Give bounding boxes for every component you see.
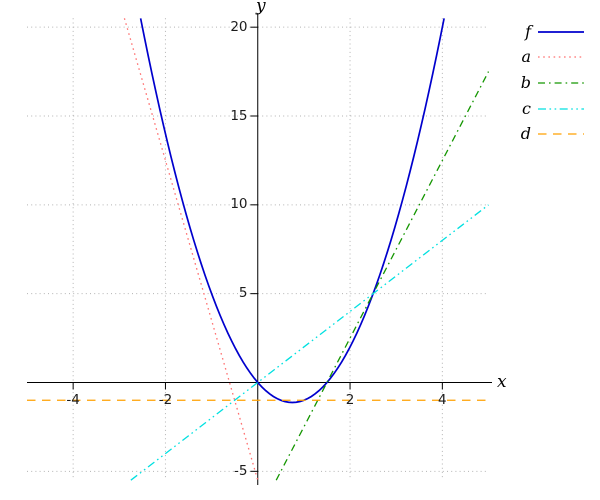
legend-label-f: f: [525, 21, 531, 41]
legend-label-d: d: [520, 124, 531, 144]
y-tick-label: 5: [238, 285, 248, 302]
y-tick-label: 15: [230, 107, 248, 124]
legend-label-b: b: [520, 72, 531, 92]
series-b-line: [275, 71, 490, 481]
legend-label-c: c: [522, 98, 531, 118]
legend-item-b: b: [512, 70, 584, 96]
legend-sample-b: [538, 82, 584, 84]
legend-sample-f: [538, 30, 584, 33]
series-a-line: [123, 18, 259, 481]
legend-sample-d: [538, 133, 584, 135]
legend-item-a: a: [512, 45, 584, 71]
x-axis-label: x: [497, 372, 507, 392]
series-c-line: [130, 204, 489, 481]
y-tick-label: 20: [230, 18, 248, 35]
x-tick-label: 4: [438, 391, 447, 408]
x-tick-label: -4: [66, 391, 80, 408]
series-f-line: [139, 18, 445, 404]
legend-item-c: c: [512, 96, 584, 122]
x-tick-label: 2: [345, 391, 355, 408]
legend-sample-a: [538, 56, 584, 59]
y-tick-label: -5: [234, 462, 248, 479]
y-tick-label: 10: [230, 196, 248, 213]
legend-item-f: f: [512, 19, 584, 45]
y-axis-label: y: [256, 0, 266, 16]
x-tick-label: -2: [158, 391, 173, 408]
legend-item-d: d: [512, 121, 584, 147]
legend-label-a: a: [521, 47, 531, 67]
legend-sample-c: [538, 107, 584, 110]
